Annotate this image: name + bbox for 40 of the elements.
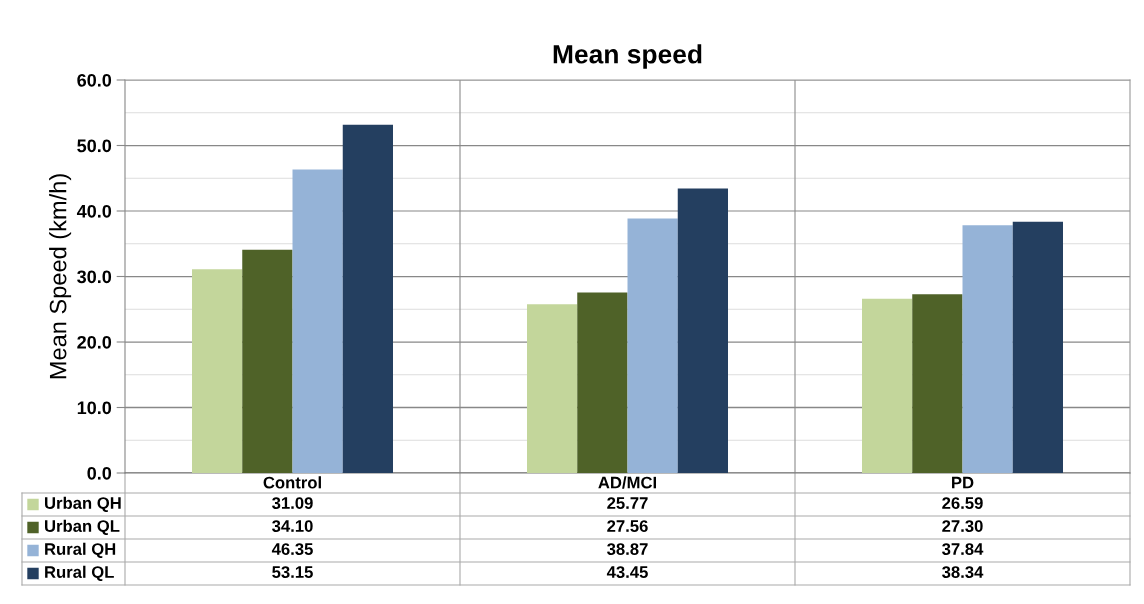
- x-tick-label: Control: [263, 476, 321, 489]
- data-label: 27.56: [607, 520, 648, 532]
- data-label: 27.30: [942, 520, 983, 532]
- data-label: 31.09: [272, 497, 313, 509]
- bar: [577, 292, 628, 473]
- legend-label: Rural QL: [45, 565, 114, 582]
- data-label: 37.84: [942, 543, 984, 555]
- bar: [242, 249, 293, 473]
- y-tick-label: 50.0: [77, 139, 112, 153]
- data-label: 46.35: [271, 543, 313, 555]
- bar: [1012, 221, 1063, 473]
- y-tick-label: 20.0: [77, 335, 112, 349]
- legend-label: Urban QL: [45, 519, 120, 536]
- bar: [962, 225, 1013, 473]
- bar: [527, 304, 578, 473]
- bar: [677, 188, 728, 473]
- bar: [862, 298, 913, 473]
- data-label: 25.77: [607, 497, 648, 509]
- y-tick-label: 40.0: [76, 204, 112, 218]
- bar: [292, 169, 343, 473]
- y-tick-label: 0.0: [87, 466, 112, 480]
- x-tick-label: PD: [952, 476, 974, 489]
- y-tick-label: 60.0: [77, 73, 112, 87]
- data-label: 38.34: [942, 566, 984, 578]
- data-label: 43.45: [606, 566, 648, 578]
- bar: [342, 124, 393, 473]
- data-label: 53.15: [272, 566, 313, 578]
- bar: [192, 269, 243, 473]
- legend-label: Rural QH: [45, 542, 116, 559]
- legend-label: Urban QH: [45, 496, 121, 513]
- y-tick-label: 10.0: [77, 401, 112, 415]
- y-tick-label: 30.0: [77, 270, 112, 284]
- x-tick-label: AD/MCI: [598, 476, 657, 489]
- data-label: 38.87: [607, 543, 648, 555]
- data-label: 34.10: [272, 520, 313, 532]
- y-axis-title: Mean Speed (km/h): [49, 174, 72, 379]
- data-label: 26.59: [942, 497, 983, 509]
- bar: [912, 294, 963, 473]
- chart-title: Mean speed: [553, 44, 702, 69]
- bar: [627, 218, 678, 473]
